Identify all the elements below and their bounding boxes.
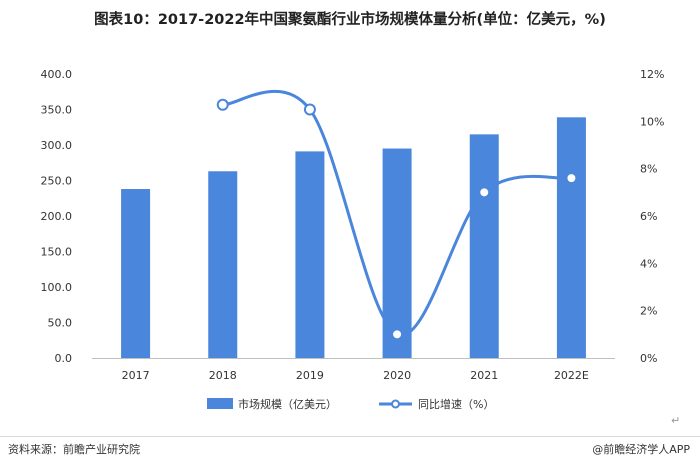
left-tick-label: 250.0 xyxy=(41,175,73,188)
chart-legend: 市场规模（亿美元） 同比增速（%） xyxy=(207,397,494,411)
left-tick-label: 350.0 xyxy=(41,104,73,117)
chart-title: 图表10：2017-2022年中国聚氨酯行业市场规模体量分析(单位：亿美元，%) xyxy=(94,12,606,28)
line-series xyxy=(216,89,578,341)
x-tick-label: 2017 xyxy=(122,369,150,382)
right-axis-tick-labels: 0% 2% 4% 6% 8% 10% 12% xyxy=(640,68,664,365)
bar-2018 xyxy=(208,171,238,358)
bar-2022E xyxy=(556,117,586,358)
x-tick-label: 2021 xyxy=(470,369,498,382)
bar-2017 xyxy=(121,189,151,358)
x-tick-label: 2019 xyxy=(296,369,324,382)
bar-2021 xyxy=(469,134,499,358)
chart-canvas: 2017 2018 2019 2020 2021 2022E 0.0 50.0 100.0 15… xyxy=(41,68,665,411)
x-tick-label: 2018 xyxy=(209,369,237,382)
left-tick-label: 150.0 xyxy=(41,246,73,259)
growth-point-2020 xyxy=(391,328,404,341)
source-note: 资料来源：前瞻产业研究院 xyxy=(8,443,140,456)
right-tick-label: 2% xyxy=(640,305,657,318)
legend-bar-label: 市场规模（亿美元） xyxy=(238,397,337,411)
x-tick-label: 2020 xyxy=(383,369,411,382)
right-tick-label: 12% xyxy=(640,68,664,81)
left-tick-label: 200.0 xyxy=(41,210,73,223)
legend-bar-swatch xyxy=(207,398,233,409)
x-tick-label: 2022E xyxy=(554,369,589,382)
right-tick-label: 4% xyxy=(640,257,657,270)
x-tick-labels: 2017 2018 2019 2020 2021 2022E xyxy=(122,369,589,382)
left-tick-label: 0.0 xyxy=(55,352,73,365)
right-tick-label: 0% xyxy=(640,352,657,365)
growth-point-2019 xyxy=(303,103,316,116)
footer-divider xyxy=(0,436,700,437)
growth-point-2021 xyxy=(478,186,491,199)
growth-point-2018 xyxy=(216,98,229,111)
right-tick-label: 10% xyxy=(640,115,664,128)
left-tick-label: 300.0 xyxy=(41,139,73,152)
bar-2020 xyxy=(382,148,412,358)
right-tick-label: 6% xyxy=(640,210,657,223)
bar-series xyxy=(121,117,586,358)
left-tick-label: 400.0 xyxy=(41,68,73,81)
return-mark: ↵ xyxy=(671,414,681,427)
bar-2019 xyxy=(295,151,325,358)
growth-point-2022E xyxy=(565,172,578,185)
left-axis-tick-labels: 0.0 50.0 100.0 150.0 200.0 250.0 300.0 350.0 400… xyxy=(41,68,73,365)
right-tick-label: 8% xyxy=(640,163,657,176)
left-tick-label: 100.0 xyxy=(41,281,73,294)
left-tick-label: 50.0 xyxy=(48,317,73,330)
credit-note: @前瞻经济学人APP xyxy=(592,443,690,456)
legend-line-label: 同比增速（%） xyxy=(418,397,494,411)
legend-line-marker xyxy=(391,399,400,409)
